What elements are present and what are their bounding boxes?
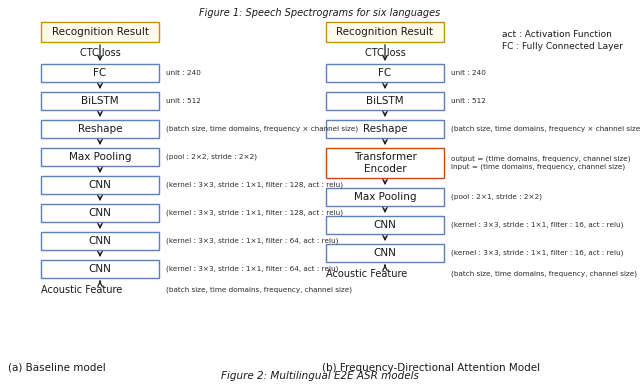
Text: unit : 512: unit : 512 [166,98,201,104]
Text: (pool : 2×2, stride : 2×2): (pool : 2×2, stride : 2×2) [166,154,257,160]
Bar [326,148,444,178]
Text: CTC loss: CTC loss [79,48,120,58]
Bar [41,260,159,278]
Text: (batch size, time domains, frequency, channel size): (batch size, time domains, frequency, ch… [451,271,637,277]
Text: (batch size, time domains, frequency × channel size): (batch size, time domains, frequency × c… [166,126,358,132]
Bar [41,92,159,110]
Text: FC: FC [93,68,107,78]
Bar [41,232,159,250]
Text: (batch size, time domains, frequency × channel size): (batch size, time domains, frequency × c… [451,126,640,132]
Bar [41,64,159,82]
Text: (kernel : 3×3, stride : 1×1, filter : 64, act : relu): (kernel : 3×3, stride : 1×1, filter : 64… [166,266,339,272]
Text: (pool : 2×1, stride : 2×2): (pool : 2×1, stride : 2×2) [451,194,542,200]
Bar [326,188,444,206]
Bar [326,92,444,110]
Text: (a) Baseline model: (a) Baseline model [8,363,106,373]
Text: CNN: CNN [88,264,111,274]
Text: FC : Fully Connected Layer: FC : Fully Connected Layer [502,42,623,51]
Text: Reshape: Reshape [77,124,122,134]
Text: unit : 240: unit : 240 [451,70,486,76]
Text: Figure 2: Multilingual E2E ASR models: Figure 2: Multilingual E2E ASR models [221,371,419,381]
Text: Max Pooling: Max Pooling [354,192,416,202]
Text: (kernel : 3×3, stride : 1×1, filter : 128, act : relu): (kernel : 3×3, stride : 1×1, filter : 12… [166,210,343,216]
Text: Figure 1: Speech Spectrograms for six languages: Figure 1: Speech Spectrograms for six la… [200,8,440,18]
Text: unit : 512: unit : 512 [451,98,486,104]
Text: CNN: CNN [88,180,111,190]
Text: (batch size, time domains, frequency, channel size): (batch size, time domains, frequency, ch… [166,287,352,293]
Bar [326,244,444,262]
Text: FC: FC [378,68,392,78]
Text: CNN: CNN [88,208,111,218]
Bar [326,120,444,138]
Bar [41,22,159,42]
Text: (kernel : 3×3, stride : 1×1, filter : 64, act : relu): (kernel : 3×3, stride : 1×1, filter : 64… [166,238,339,244]
Bar [41,120,159,138]
Text: output = (time domains, frequency, channel size): output = (time domains, frequency, chann… [451,156,630,162]
Text: (kernel : 3×3, stride : 1×1, filter : 16, act : relu): (kernel : 3×3, stride : 1×1, filter : 16… [451,222,623,228]
Text: unit : 240: unit : 240 [166,70,201,76]
Bar [41,204,159,222]
Text: Recognition Result: Recognition Result [51,27,148,37]
Text: (b) Frequency-Directional Attention Model: (b) Frequency-Directional Attention Mode… [322,363,540,373]
Bar [41,148,159,166]
Text: input = (time domains, frequency, channel size): input = (time domains, frequency, channe… [451,164,625,170]
Text: (kernel : 3×3, stride : 1×1, filter : 128, act : relu): (kernel : 3×3, stride : 1×1, filter : 12… [166,182,343,188]
Text: Max Pooling: Max Pooling [68,152,131,162]
Text: BiLSTM: BiLSTM [366,96,404,106]
Text: (kernel : 3×3, stride : 1×1, filter : 16, act : relu): (kernel : 3×3, stride : 1×1, filter : 16… [451,250,623,256]
Text: BiLSTM: BiLSTM [81,96,119,106]
Bar [41,176,159,194]
Text: CTC loss: CTC loss [365,48,405,58]
Text: act : Activation Function: act : Activation Function [502,30,612,39]
Text: Reshape: Reshape [363,124,407,134]
Text: Recognition Result: Recognition Result [337,27,433,37]
Text: CNN: CNN [88,236,111,246]
Text: Transformer
Encoder: Transformer Encoder [353,152,417,174]
Bar [326,22,444,42]
Text: CNN: CNN [374,248,396,258]
Text: Acoustic Feature: Acoustic Feature [42,285,123,295]
Bar [326,64,444,82]
Text: CNN: CNN [374,220,396,230]
Bar [326,216,444,234]
Text: Acoustic Feature: Acoustic Feature [326,269,408,279]
